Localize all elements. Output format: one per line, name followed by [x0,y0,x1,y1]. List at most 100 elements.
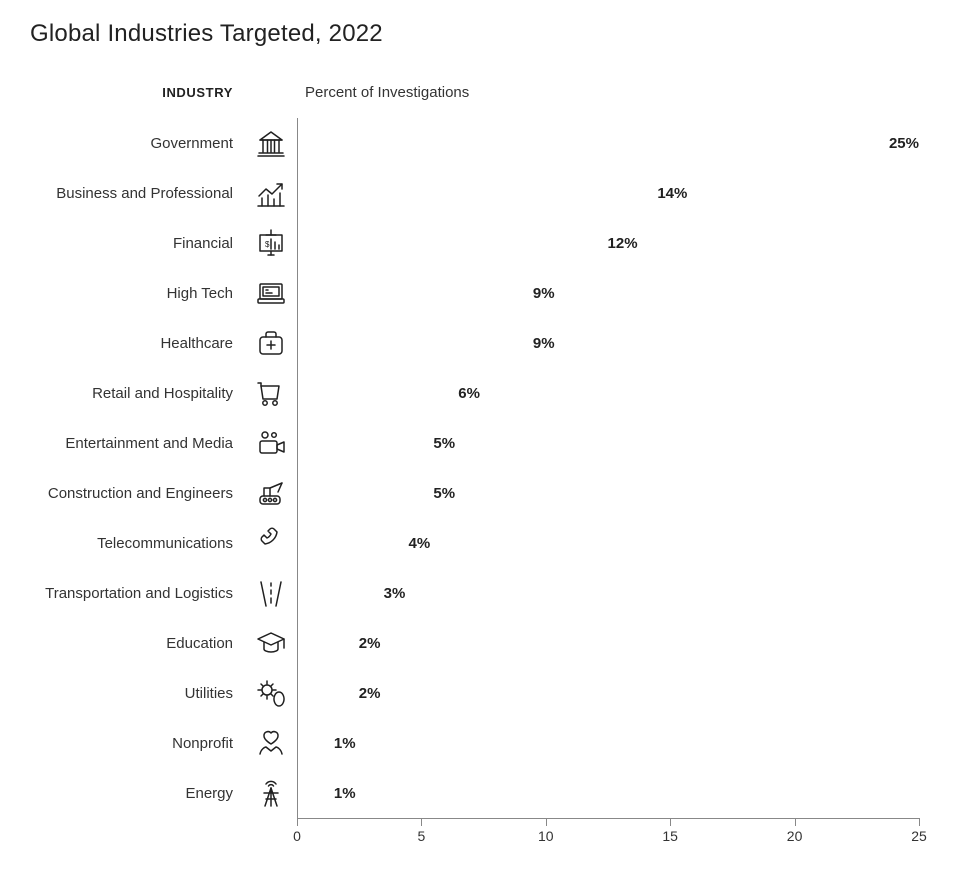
construction-icon [245,476,297,510]
nonprofit-icon [245,726,297,760]
bar-track: 9% [297,335,919,352]
row-label: Utilities [30,685,245,702]
row-plot: 1% [297,735,919,752]
value-label: 9% [533,285,555,302]
financial-icon: $ [245,226,297,260]
x-axis-area: 0510152025 [30,818,947,852]
chart-row: Government25% [30,118,947,168]
row-plot: 2% [297,635,919,652]
chart-row: Nonprofit 1% [30,718,947,768]
bar-track: 4% [297,535,919,552]
value-label: 3% [384,585,406,602]
industry-header-cell: INDUSTRY [30,84,245,102]
chart-row: Utilities 2% [30,668,947,718]
row-plot: 25% [297,135,919,152]
row-plot: 1% [297,785,919,802]
axis-spacer-icon [245,818,297,852]
bar-track: 9% [297,285,919,302]
row-plot: 4% [297,535,919,552]
bar-track: 14% [297,185,919,202]
telecom-icon [245,526,297,560]
bar-track: 2% [297,635,919,652]
chart-header-row: INDUSTRY Percent of Investigations [30,72,947,102]
x-axis: 0510152025 [297,818,919,852]
row-plot: 14% [297,185,919,202]
row-plot: 6% [297,385,919,402]
row-label: Telecommunications [30,535,245,552]
energy-icon [245,776,297,810]
chart-row: Retail and Hospitality 6% [30,368,947,418]
value-label: 2% [359,635,381,652]
x-tick [297,818,298,826]
row-plot: 3% [297,585,919,602]
bar-track: 2% [297,685,919,702]
media-icon [245,426,297,460]
government-icon [245,126,297,160]
value-label: 6% [458,385,480,402]
bar-track: 5% [297,485,919,502]
x-tick-label: 0 [293,828,301,844]
bar-track: 6% [297,385,919,402]
chart-container: INDUSTRY Percent of Investigations Gover… [30,72,947,852]
bar-track: 3% [297,585,919,602]
x-tick [670,818,671,826]
row-plot: 12% [297,235,919,252]
value-label: 25% [889,135,919,152]
bar-track: 5% [297,435,919,452]
row-label: Healthcare [30,335,245,352]
row-plot: 5% [297,485,919,502]
x-tick [546,818,547,826]
row-label: Entertainment and Media [30,435,245,452]
industry-header: INDUSTRY [162,85,233,100]
hightech-icon [245,276,297,310]
chart-row: Education 2% [30,618,947,668]
value-label: 9% [533,335,555,352]
chart-rows: Government25% Business and Professional 14… [30,118,947,818]
chart-row: Energy 1% [30,768,947,818]
row-label: Business and Professional [30,185,245,202]
bar-track: 12% [297,235,919,252]
value-label: 4% [409,535,431,552]
value-label: 1% [334,735,356,752]
x-tick-label: 5 [417,828,425,844]
value-label: 14% [657,185,687,202]
chart-row: High Tech 9% [30,268,947,318]
value-label: 12% [608,235,638,252]
business-icon [245,176,297,210]
x-tick [795,818,796,826]
chart-row: Healthcare 9% [30,318,947,368]
x-tick [919,818,920,826]
row-label: Financial [30,235,245,252]
row-label: Retail and Hospitality [30,385,245,402]
x-axis-line [297,818,919,819]
x-tick-label: 15 [662,828,678,844]
row-label: Construction and Engineers [30,485,245,502]
row-plot: 2% [297,685,919,702]
plot-wrap: Government25% Business and Professional 14… [30,118,947,852]
value-label: 5% [433,485,455,502]
chart-row: Construction and Engineers 5% [30,468,947,518]
subtitle-cell: Percent of Investigations [297,84,919,102]
chart-row: Financial $12% [30,218,947,268]
bar-track: 25% [297,135,919,152]
row-label: High Tech [30,285,245,302]
chart-row: Entertainment and Media 5% [30,418,947,468]
education-icon [245,626,297,660]
row-plot: 9% [297,335,919,352]
value-label: 5% [433,435,455,452]
utilities-icon [245,676,297,710]
bar-track: 1% [297,735,919,752]
value-label: 2% [359,685,381,702]
transport-icon [245,576,297,610]
svg-text:$: $ [265,240,270,249]
row-label: Education [30,635,245,652]
chart-subtitle: Percent of Investigations [297,84,469,101]
row-plot: 5% [297,435,919,452]
x-tick-label: 10 [538,828,554,844]
row-label: Energy [30,785,245,802]
x-tick-label: 20 [787,828,803,844]
row-plot: 9% [297,285,919,302]
chart-row: Telecommunications 4% [30,518,947,568]
value-label: 1% [334,785,356,802]
row-label: Nonprofit [30,735,245,752]
